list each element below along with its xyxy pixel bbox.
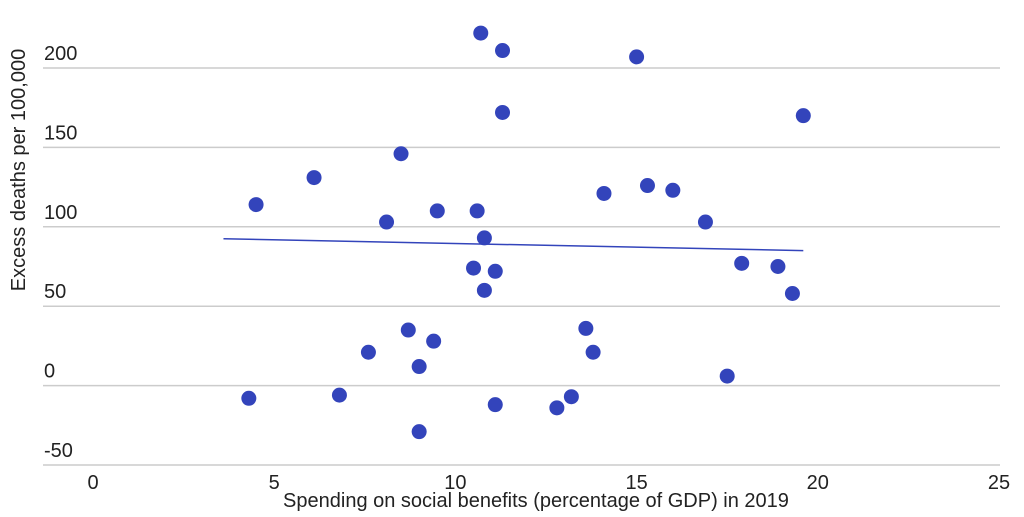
data-point [495,43,511,59]
data-point [629,49,645,65]
x-tick-label: 15 [625,472,647,494]
data-point [578,320,594,336]
y-tick-label: 200 [44,43,77,65]
data-point [306,170,322,186]
data-point [400,322,416,338]
x-tick-label: 10 [444,472,466,494]
data-point [476,282,492,298]
data-point [665,182,681,198]
data-point [719,368,735,384]
data-point [241,390,257,406]
points-group [241,25,811,440]
data-point [487,397,503,413]
data-point [734,255,750,271]
y-tick-label: 50 [44,281,66,303]
data-point [379,214,395,230]
data-point [563,389,579,405]
x-tick-labels: 0 5 10 15 20 25 [87,472,1010,494]
grid-lines [43,67,1000,466]
y-tick-label: 100 [44,202,77,224]
data-point [393,146,409,162]
y-tick-label: -50 [44,440,73,462]
data-point [770,259,786,274]
y-tick-label: 150 [44,122,77,144]
data-point [784,285,800,301]
data-point [466,260,482,276]
x-tick-label: 0 [87,472,98,494]
x-tick-label: 5 [269,472,280,494]
data-point [495,104,511,120]
data-point [331,387,347,403]
y-tick-label: 0 [44,361,55,383]
data-point [487,263,503,279]
y-tick-labels: -50 0 50 100 150 200 [44,43,77,462]
data-point [549,400,565,416]
data-point [596,185,612,201]
data-point [473,25,489,41]
data-point [697,214,713,230]
data-point [411,359,427,375]
data-point [429,203,445,219]
data-point [469,203,485,219]
trendline [223,237,804,252]
x-tick-label: 20 [807,472,829,494]
trendline-group [223,237,804,252]
data-point [585,344,601,360]
x-axis-label: Spending on social benefits (percentage … [283,490,789,512]
data-point [411,424,427,440]
data-point [795,108,811,124]
y-axis-label: Excess deaths per 100,000 [8,49,30,291]
data-point [360,344,376,360]
data-point [426,333,442,349]
x-tick-label: 25 [988,472,1010,494]
data-point [639,178,655,194]
data-point [476,230,492,246]
data-point [248,197,264,213]
